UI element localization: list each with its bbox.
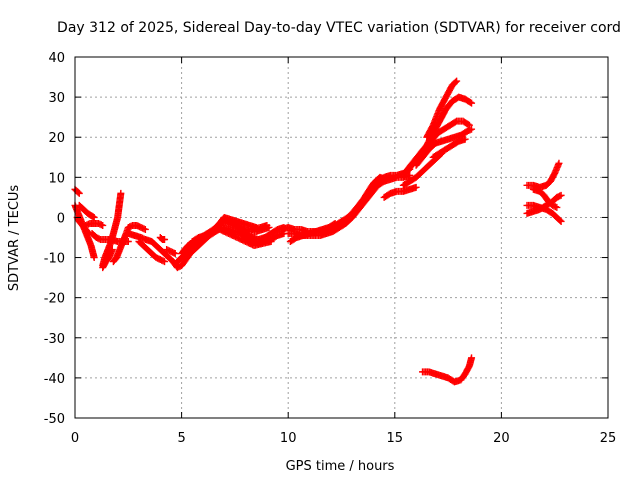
data-point [466,98,474,106]
axes [74,56,609,419]
data-point [468,99,476,107]
series-24 [399,149,446,189]
series-8 [109,221,149,266]
y-tick-label: -30 [44,332,65,347]
y-tick-label: 40 [48,51,65,66]
data-point [464,120,472,128]
grid [75,57,608,418]
series-29 [429,135,469,161]
x-tick-label: 5 [177,431,185,446]
data-point [461,135,469,143]
series-28 [412,125,476,169]
y-tick-label: -40 [44,372,65,387]
data-points [71,77,565,386]
series-6 [99,189,125,270]
x-tick-label: 25 [600,431,617,446]
series-27 [423,77,461,141]
data-point [553,203,561,211]
data-point [161,258,169,266]
data-point [171,250,179,258]
data-point [406,171,414,179]
x-tick-label: 20 [493,431,510,446]
x-tick-label: 10 [280,431,297,446]
data-point [557,191,565,199]
series-7 [99,246,116,272]
data-point [90,213,98,221]
data-point [267,238,275,246]
series-31 [523,159,563,191]
data-point [108,246,116,254]
data-point [263,221,271,229]
data-point [412,183,420,191]
data-point [84,228,92,236]
tick-labels: 0 5 10 15 20 25 -50 -40 -30 -20 -10 0 10 20 30 40 [44,51,617,446]
x-axis-label: GPS time / hours [286,459,395,474]
data-point [468,125,476,133]
y-tick-label: -50 [44,412,65,427]
data-point [555,159,563,167]
y-tick-label: -10 [44,252,65,267]
data-point [99,221,107,229]
plot-border [74,56,609,419]
series-10 [135,238,169,266]
data-point [556,216,564,224]
series-34 [529,185,561,211]
y-tick-label: 20 [48,131,65,146]
data-point [557,217,565,225]
series-30 [419,354,476,386]
series-23 [380,183,420,201]
data-point [161,236,169,244]
series-3 [75,201,98,221]
data-point [75,189,83,197]
series-18 [248,221,271,233]
series-22 [331,173,390,229]
y-tick-label: -20 [44,292,65,307]
series-0 [71,185,83,197]
data-point [453,77,461,85]
data-point [382,175,390,183]
chart-title: Day 312 of 2025, Sidereal Day-to-day VTE… [57,20,621,36]
data-point [117,189,125,197]
data-point [74,188,82,196]
x-tick-label: 15 [387,431,404,446]
y-tick-label: 30 [48,91,65,106]
data-point [468,354,476,362]
series-4 [82,219,107,229]
data-point [465,121,473,129]
y-tick-label: 10 [48,171,65,186]
data-point [141,225,149,233]
series-12 [163,246,179,258]
series-17 [216,225,275,250]
data-point [452,78,460,86]
data-point [90,254,98,262]
series-11 [156,234,169,244]
series-16 [188,213,260,246]
x-tick-label: 0 [71,431,79,446]
y-axis-label: SDTVAR / TECUs [7,185,22,292]
y-tick-label: 0 [57,211,65,226]
